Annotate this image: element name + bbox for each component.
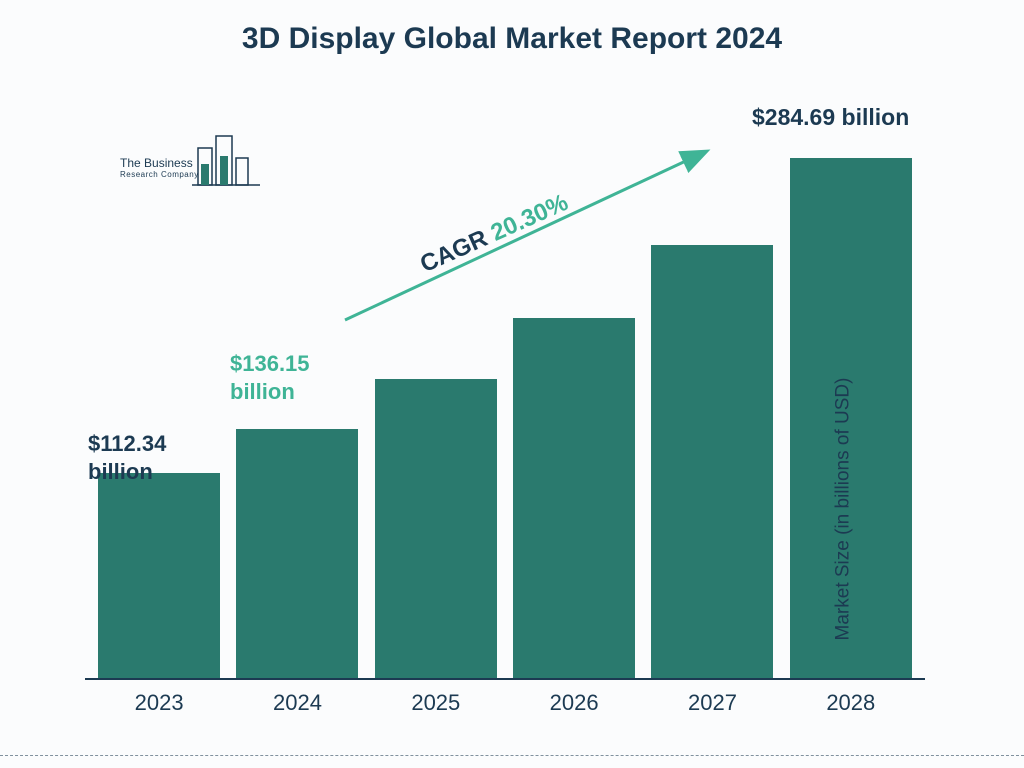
bar	[513, 318, 635, 678]
x-tick-label: 2025	[375, 690, 497, 716]
chart-title: 3D Display Global Market Report 2024	[0, 22, 1024, 56]
value-label: $284.69 billion	[752, 103, 909, 132]
x-tick-label: 2024	[236, 690, 358, 716]
x-tick-label: 2023	[98, 690, 220, 716]
bar-wrap: 2025	[375, 379, 497, 678]
y-axis-label: Market Size (in billions of USD)	[833, 378, 855, 641]
bar-wrap: 2027	[651, 245, 773, 678]
bar-wrap: 2024	[236, 429, 358, 678]
bar	[98, 473, 220, 678]
x-tick-label: 2026	[513, 690, 635, 716]
bar	[236, 429, 358, 678]
bar	[375, 379, 497, 678]
bar	[651, 245, 773, 678]
x-axis-line	[85, 678, 925, 680]
value-label: $112.34billion	[88, 430, 166, 485]
x-tick-label: 2028	[790, 690, 912, 716]
value-label: $136.15billion	[230, 350, 310, 405]
bar-wrap: 2026	[513, 318, 635, 678]
x-tick-label: 2027	[651, 690, 773, 716]
bar-wrap: 2023	[98, 473, 220, 678]
bars-container: 202320242025202620272028	[85, 130, 925, 678]
bottom-divider	[0, 755, 1024, 756]
